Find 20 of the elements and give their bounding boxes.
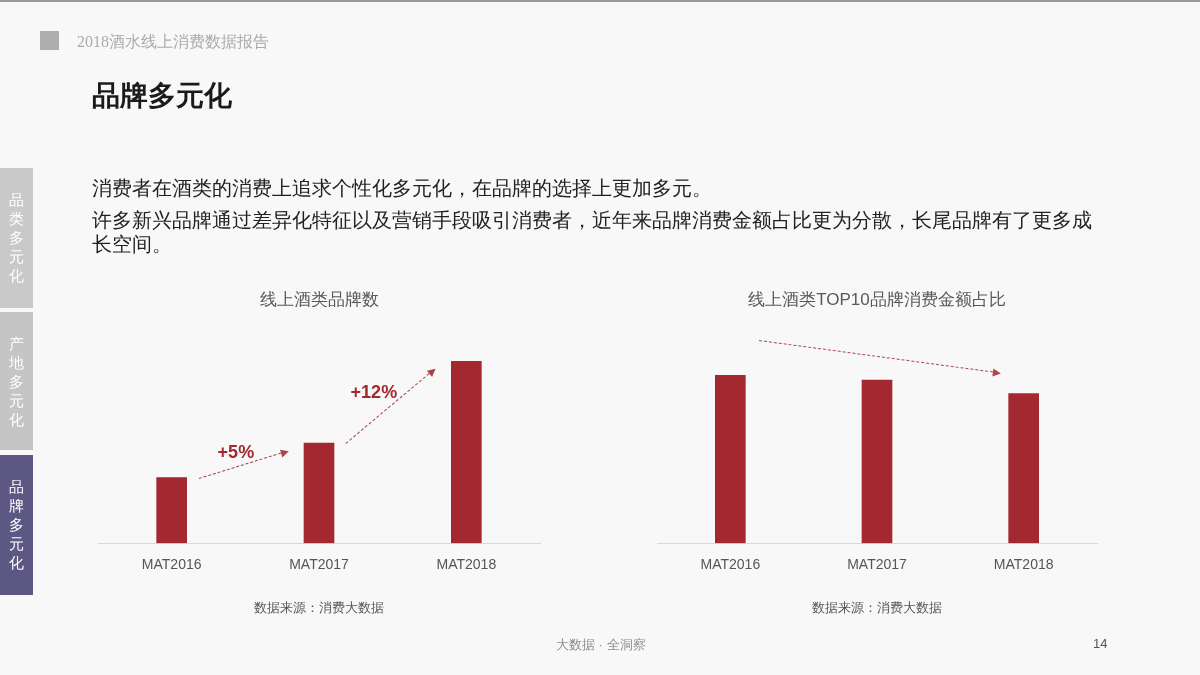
- x-tick-label: MAT2018: [993, 556, 1054, 573]
- side-tab: 产地多元化: [0, 312, 33, 450]
- source-note: 数据来源：消费大数据: [254, 600, 384, 616]
- text: 大数据 · 全洞察: [556, 637, 646, 653]
- text: 品牌多元化: [92, 80, 232, 112]
- chart-title: 线上酒类品牌数: [259, 290, 379, 310]
- x-tick-label: MAT2016: [700, 556, 761, 573]
- source-note: 数据来源：消费大数据: [812, 600, 942, 616]
- text: 14: [1093, 636, 1108, 652]
- text: 许多新兴品牌通过差异化特征以及营销手段吸引消费者，近年来品牌消费金额占比更为分散，长尾品牌有了更多成长空间。: [92, 208, 1093, 256]
- x-tick-label: MAT2017: [847, 556, 908, 573]
- x-tick-label: MAT2016: [141, 556, 202, 573]
- chart-title: 线上酒类TOP10品牌消费金额占比: [748, 290, 1006, 310]
- annotation: +5%: [217, 442, 255, 463]
- x-tick-label: MAT2018: [436, 556, 497, 573]
- x-tick-label: MAT2017: [289, 556, 350, 573]
- side-tab: 品牌多元化: [0, 455, 33, 595]
- annotation: +12%: [350, 382, 398, 403]
- text: 消费者在酒类的消费上追求个性化多元化，在品牌的选择上更加多元。: [92, 176, 713, 200]
- text: 2018酒水线上消费数据报告: [77, 32, 269, 51]
